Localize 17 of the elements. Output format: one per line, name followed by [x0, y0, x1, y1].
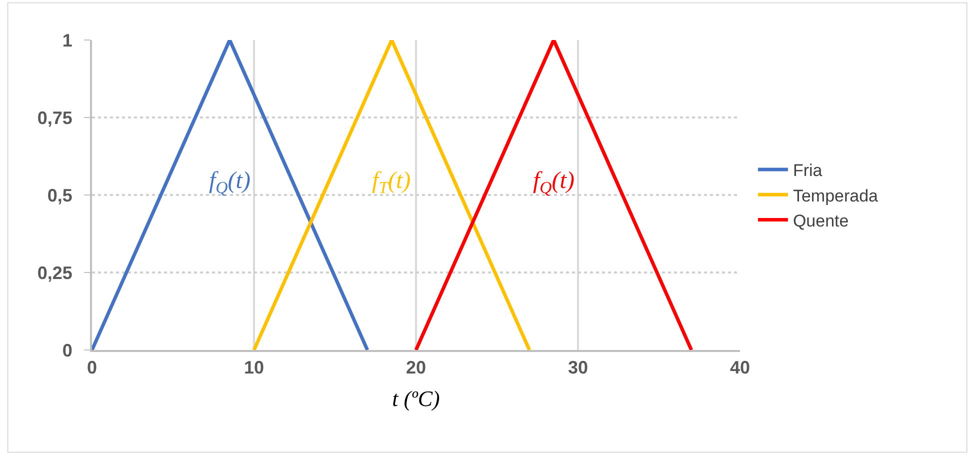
- x-axis-title: t (ºC): [392, 386, 440, 411]
- y-tick-label: 1: [62, 30, 72, 50]
- annotation: f$_{Q}$(t): [533, 168, 574, 198]
- x-tick-label: 0: [86, 358, 98, 378]
- legend-label: Temperada: [792, 186, 879, 206]
- y-tick-label: 0,75: [37, 108, 72, 128]
- x-tick-label: 30: [568, 358, 588, 378]
- annotation: f$_{Q}$(t): [209, 168, 250, 198]
- x-tick-label: 10: [244, 358, 264, 378]
- legend-label: Fria: [792, 161, 823, 180]
- y-tick-label: 0: [62, 340, 72, 360]
- y-tick-label: 0,5: [47, 185, 72, 206]
- annotation: f$_{T}$(t): [372, 168, 411, 198]
- x-tick-label: 40: [730, 358, 750, 378]
- legend-label: Quente: [792, 211, 849, 230]
- x-tick-label: 20: [406, 358, 426, 378]
- y-tick-label: 0,25: [37, 262, 72, 283]
